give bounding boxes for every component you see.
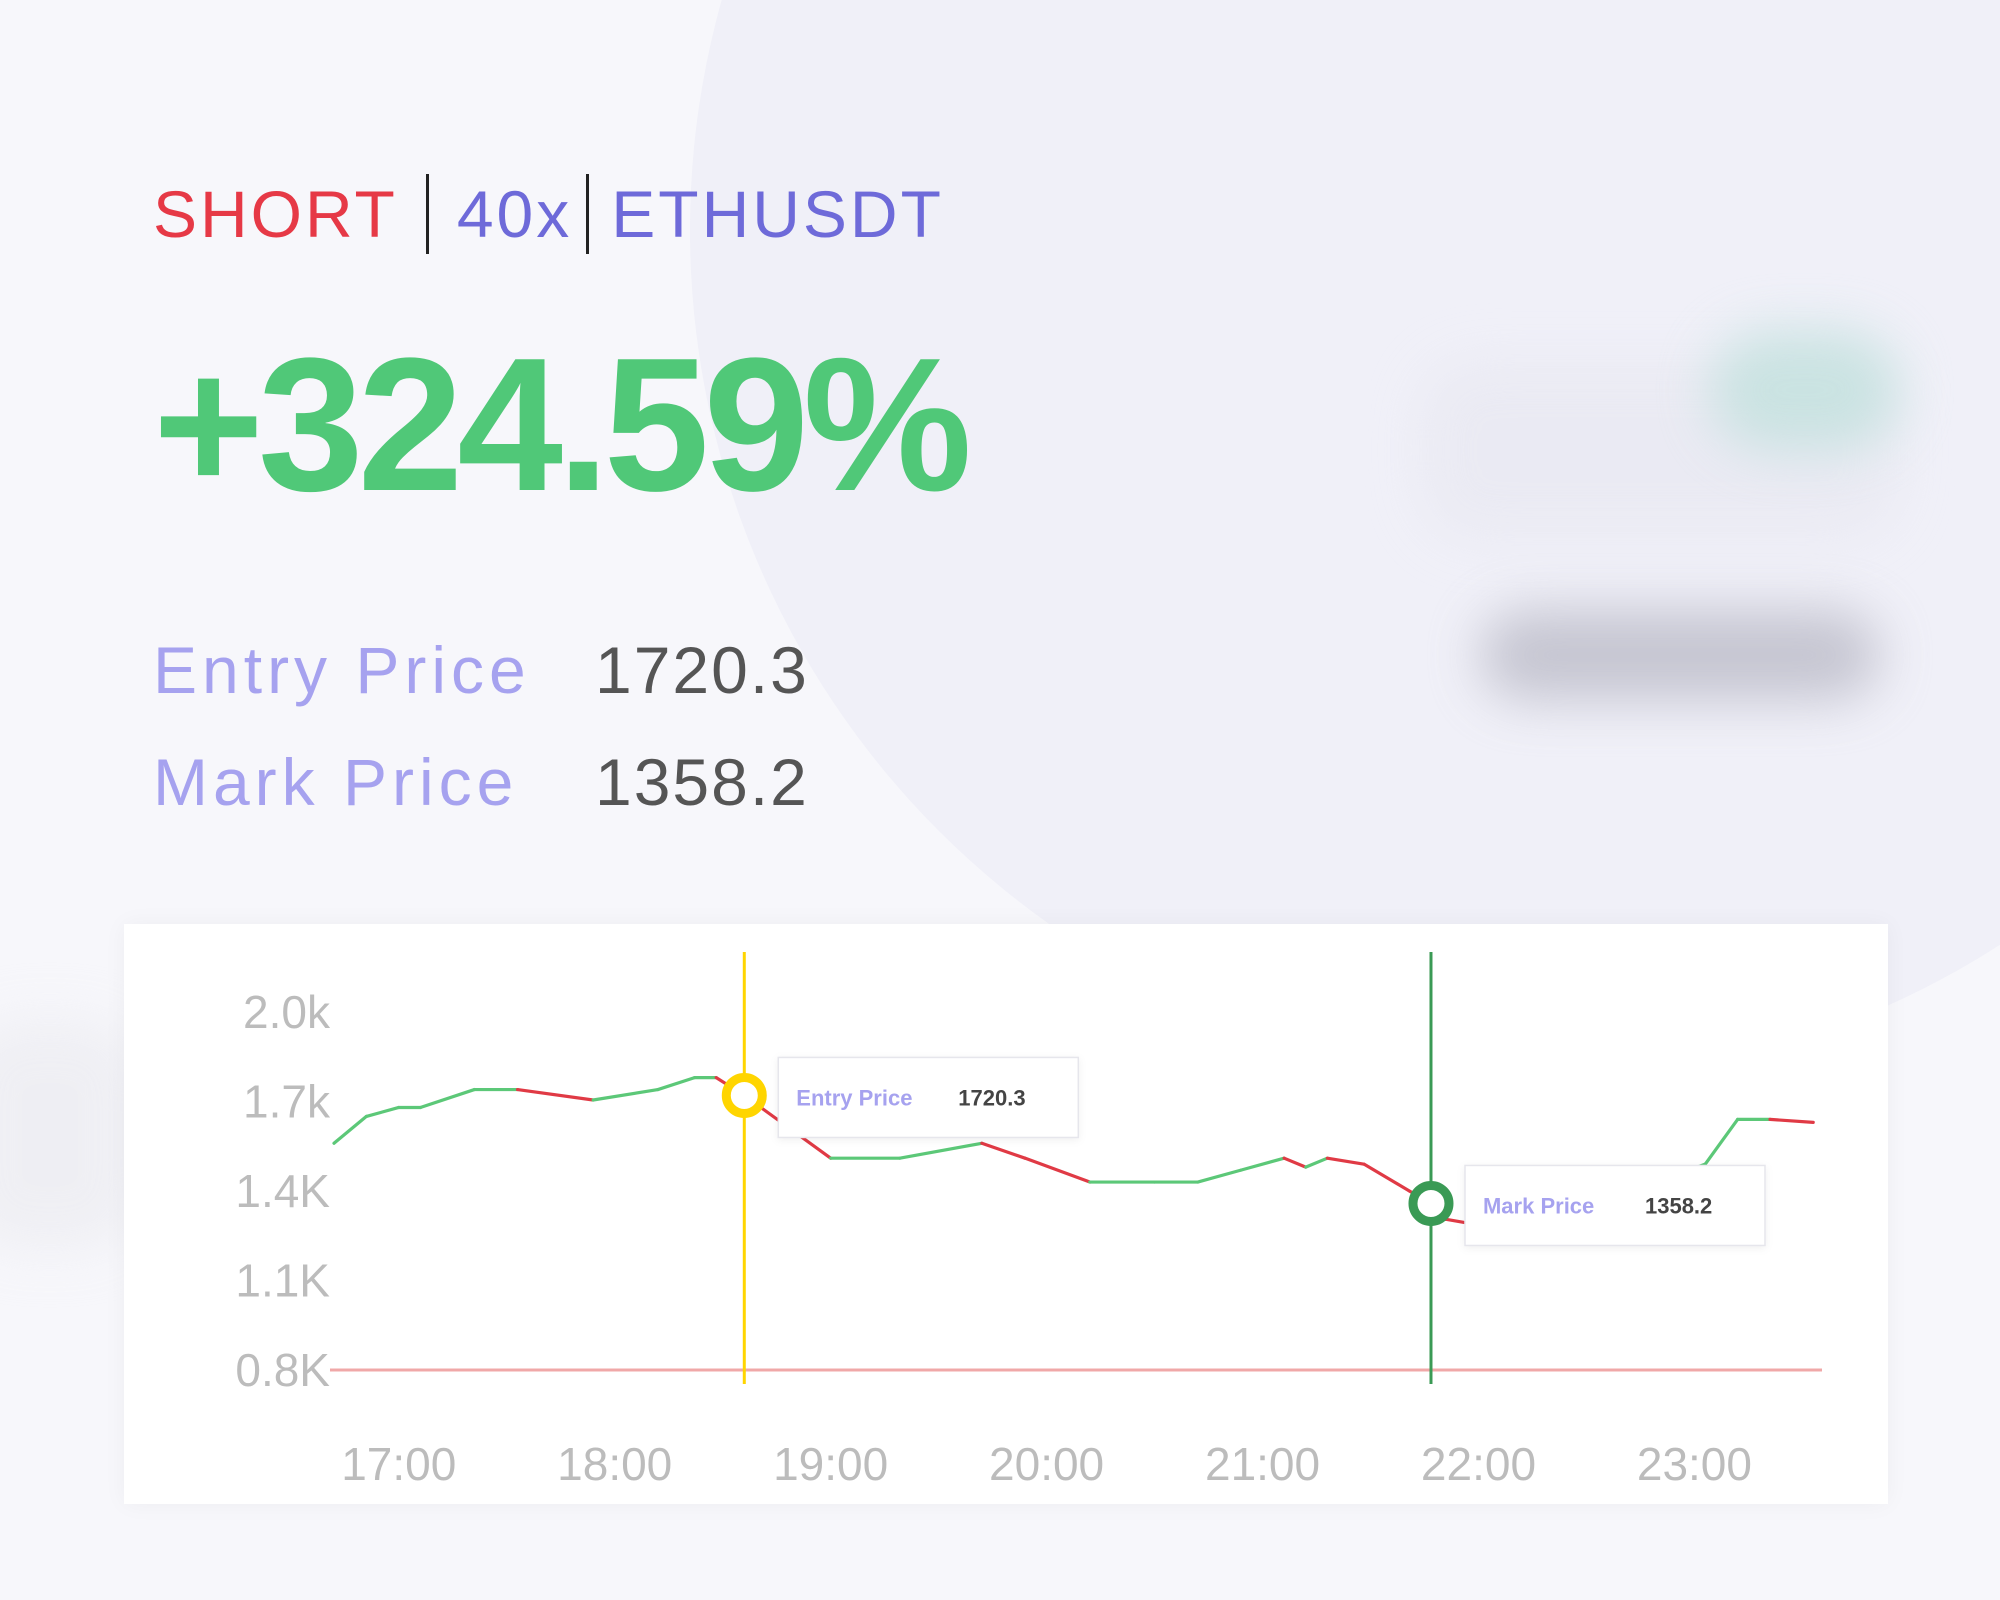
- series-segment: [1282, 1156, 1308, 1169]
- series-segment: [1362, 1162, 1411, 1193]
- pnl-percentage: +324.59%: [153, 319, 972, 531]
- series-segment: [1023, 1156, 1092, 1184]
- entry-price-row: Entry Price 1720.3: [153, 630, 809, 710]
- x-tick-label: 23:00: [1637, 1438, 1752, 1490]
- x-tick-label: 17:00: [341, 1438, 456, 1490]
- series-segment: [332, 1114, 368, 1145]
- entry-marker-point: [721, 1072, 767, 1118]
- x-tick-label: 19:00: [773, 1438, 888, 1490]
- y-tick-label: 1.4K: [235, 1165, 330, 1217]
- series-segment: [1768, 1117, 1815, 1124]
- x-tick-label: 20:00: [989, 1438, 1104, 1490]
- mark-price-label: Mark Price: [153, 745, 519, 819]
- background-blur-left: [0, 1020, 140, 1250]
- mark-tooltip: [1464, 1164, 1766, 1247]
- entry-tooltip-label: Entry Price: [796, 1085, 912, 1110]
- x-axis: 17:00 18:00 19:00 20:00 21:00 22:00 23:00: [341, 1438, 1752, 1490]
- price-chart: 2.0k 1.7k 1.4K 1.1K 0.8K 17:00 18:00 19:00 20:0…: [235, 952, 1822, 1490]
- x-tick-label: 21:00: [1205, 1438, 1320, 1490]
- x-tick-label: 18:00: [557, 1438, 672, 1490]
- entry-tooltip-value: 1720.3: [958, 1085, 1025, 1110]
- mark-price-value: 1358.2: [595, 745, 809, 819]
- y-axis: 2.0k 1.7k 1.4K 1.1K 0.8K: [235, 986, 331, 1396]
- x-tick-label: 22:00: [1421, 1438, 1536, 1490]
- background-blur-teal: [1710, 330, 1900, 450]
- entry-price-label: Entry Price: [153, 633, 531, 707]
- entry-price-value: 1720.3: [595, 633, 809, 707]
- series-segment: [656, 1076, 697, 1092]
- y-tick-label: 2.0k: [243, 986, 331, 1038]
- header-divider: [425, 174, 429, 254]
- series-segment: [364, 1105, 401, 1119]
- header-divider: [586, 174, 590, 254]
- background-blur-dark: [1480, 610, 1880, 700]
- pair-label: ETHUSDT: [611, 177, 944, 251]
- series-segment: [1304, 1156, 1329, 1169]
- mark-tooltip-value: 1358.2: [1645, 1193, 1712, 1218]
- price-markers: Entry Price 1720.3 Mark Price 1358.2: [721, 952, 1766, 1384]
- series-segment: [418, 1087, 476, 1110]
- series-segment: [591, 1087, 660, 1102]
- y-tick-label: 0.8K: [235, 1344, 330, 1396]
- y-tick-label: 1.7k: [243, 1076, 331, 1128]
- series-segment: [980, 1141, 1027, 1160]
- mark-tooltip-label: Mark Price: [1483, 1193, 1594, 1218]
- series-segment: [1325, 1156, 1366, 1166]
- background-circle: [690, 0, 2000, 1080]
- series-segment: [1196, 1168, 1243, 1184]
- entry-tooltip: [777, 1056, 1080, 1139]
- series-segment: [1703, 1117, 1740, 1166]
- y-tick-label: 1.1K: [235, 1255, 330, 1307]
- position-header: SHORT 40x ETHUSDT: [153, 172, 944, 256]
- mark-marker-point: [1408, 1180, 1454, 1226]
- mark-price-row: Mark Price 1358.2: [153, 742, 809, 822]
- series-segment: [1239, 1156, 1286, 1172]
- position-side: SHORT: [153, 177, 398, 251]
- price-chart-card: 2.0k 1.7k 1.4K 1.1K 0.8K 17:00 18:00 19:00 20:0…: [124, 924, 1888, 1504]
- series-segment: [898, 1141, 984, 1160]
- leverage-label: 40x: [456, 177, 573, 251]
- series-segment: [515, 1087, 595, 1102]
